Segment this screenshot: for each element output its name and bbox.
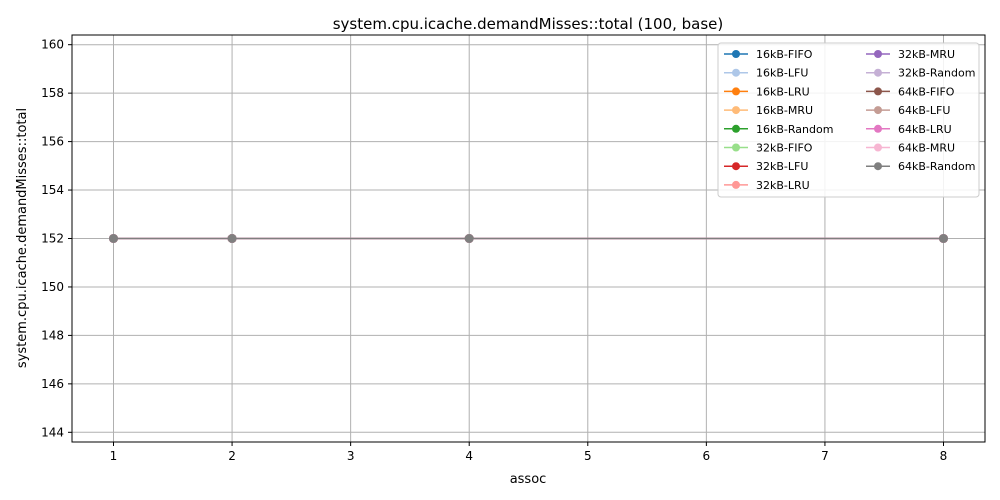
legend-swatch-marker	[732, 124, 740, 133]
data-point	[464, 234, 474, 243]
legend-label: 32kB-LFU	[756, 160, 808, 173]
x-tick-label: 2	[228, 449, 236, 463]
legend-item: 32kB-LFU	[724, 160, 808, 173]
legend-item: 16kB-LRU	[724, 85, 810, 98]
legend-item: 32kB-MRU	[866, 48, 955, 61]
legend-item: 16kB-LFU	[724, 67, 808, 80]
y-tick-label: 154	[41, 183, 64, 197]
legend-swatch-marker	[732, 68, 740, 77]
legend-swatch-marker	[732, 106, 740, 115]
y-tick-label: 152	[41, 232, 64, 246]
x-tick-label: 5	[584, 449, 592, 463]
legend-swatch-marker	[732, 143, 740, 152]
legend-item: 64kB-FIFO	[866, 85, 955, 98]
x-tick-label: 3	[347, 449, 355, 463]
data-point	[227, 234, 237, 243]
legend-item: 64kB-MRU	[866, 142, 955, 155]
series-64kB-Random	[109, 234, 948, 243]
legend-item: 64kB-Random	[866, 160, 975, 173]
y-axis-label: system.cpu.icache.demandMisses::total	[15, 108, 30, 368]
legend-item: 32kB-Random	[866, 67, 975, 80]
y-axis: 144 146 148 150 152 154 156 158 160	[41, 38, 72, 439]
y-tick-label: 150	[41, 280, 64, 294]
legend-label: 32kB-FIFO	[756, 142, 813, 155]
y-tick-label: 156	[41, 135, 64, 149]
x-tick-label: 7	[821, 449, 829, 463]
legend-label: 16kB-LRU	[756, 85, 810, 98]
data-point	[939, 234, 948, 243]
series-layer	[109, 234, 948, 243]
legend-label: 32kB-MRU	[898, 48, 955, 61]
x-tick-label: 8	[940, 449, 948, 463]
legend-swatch-marker	[732, 162, 740, 171]
legend-label: 64kB-MRU	[898, 142, 955, 155]
legend-swatch-marker	[874, 106, 882, 115]
legend-swatch-marker	[874, 87, 882, 96]
legend-swatch-marker	[732, 180, 740, 189]
legend-label: 64kB-LFU	[898, 104, 950, 117]
legend-swatch-marker	[732, 87, 740, 96]
x-axis-label: assoc	[510, 472, 547, 487]
legend: 16kB-FIFO 16kB-LFU 16kB-LRU 16kB-MRU 16kB-Ra…	[717, 42, 980, 198]
x-axis: 1 2 3 4 5 6 7 8	[110, 442, 948, 463]
y-tick-label: 160	[41, 38, 64, 52]
legend-item: 16kB-Random	[724, 123, 833, 136]
data-point	[109, 234, 118, 243]
legend-label: 64kB-Random	[898, 160, 975, 173]
legend-label: 32kB-Random	[898, 67, 975, 80]
legend-swatch-marker	[874, 68, 882, 77]
chart-title: system.cpu.icache.demandMisses::total (1…	[333, 15, 724, 33]
x-tick-label: 1	[110, 449, 118, 463]
legend-swatch-marker	[874, 50, 882, 58]
x-tick-label: 6	[703, 449, 711, 463]
legend-item: 32kB-FIFO	[724, 142, 813, 155]
y-tick-label: 146	[41, 377, 64, 391]
legend-swatch-marker	[874, 162, 882, 171]
y-tick-label: 144	[41, 425, 64, 439]
legend-item: 16kB-FIFO	[724, 48, 813, 61]
legend-label: 16kB-FIFO	[756, 48, 813, 61]
legend-label: 32kB-LRU	[756, 179, 810, 192]
legend-swatch-marker	[874, 143, 882, 152]
y-tick-label: 148	[41, 328, 64, 342]
legend-item: 64kB-LFU	[866, 104, 950, 117]
legend-label: 64kB-LRU	[898, 123, 952, 136]
x-tick-label: 4	[465, 449, 473, 463]
legend-item: 16kB-MRU	[724, 104, 813, 117]
legend-box	[717, 42, 980, 198]
legend-label: 16kB-MRU	[756, 104, 813, 117]
legend-label: 16kB-Random	[756, 123, 833, 136]
legend-item: 64kB-LRU	[866, 123, 952, 136]
legend-swatch-marker	[732, 50, 740, 58]
legend-label: 64kB-FIFO	[898, 85, 955, 98]
legend-label: 16kB-LFU	[756, 67, 808, 80]
y-tick-label: 158	[41, 86, 64, 100]
legend-swatch-marker	[874, 124, 882, 133]
legend-item: 32kB-LRU	[724, 179, 810, 192]
